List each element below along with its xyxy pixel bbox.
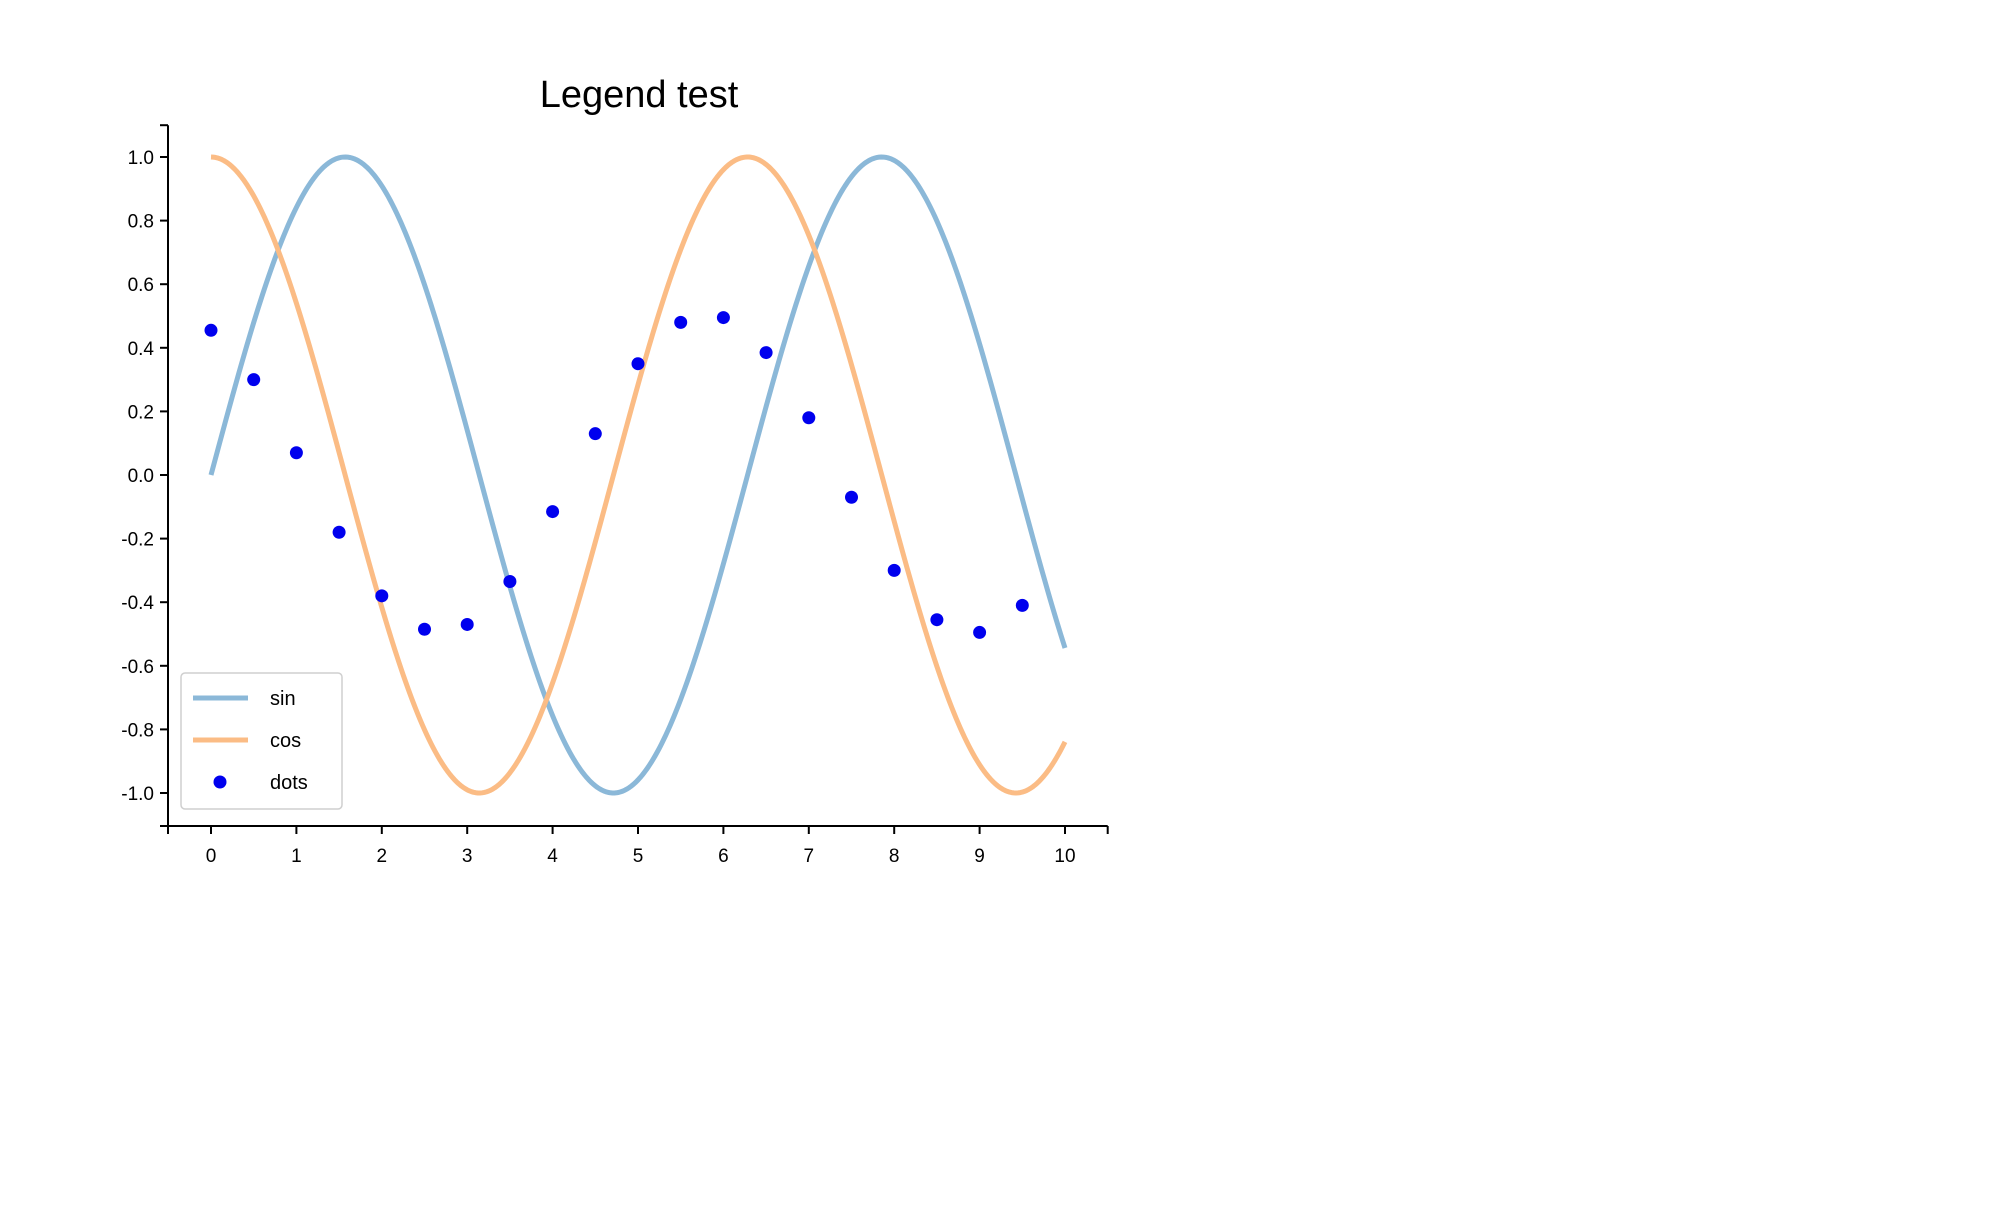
scatter-point xyxy=(546,505,560,519)
legend-label: sin xyxy=(270,688,296,710)
legend-swatch-dots xyxy=(213,775,227,789)
x-tick-label: 7 xyxy=(804,846,815,867)
x-tick-label: 3 xyxy=(462,846,473,867)
legend-label: dots xyxy=(270,772,308,794)
x-tick-label: 2 xyxy=(377,846,388,867)
legend-label: cos xyxy=(270,730,301,752)
x-tick-label: 5 xyxy=(633,846,644,867)
plot-area xyxy=(204,154,1068,796)
axes: -1.0 -0.8 -0.6 -0.4 -0.2 0.0 0.2 0.4 0.6 0.8 1.0 0 1… xyxy=(121,124,1109,867)
scatter-point xyxy=(418,622,431,636)
y-tick-label: 0.4 xyxy=(128,339,155,360)
series-line-sin xyxy=(208,154,1068,796)
x-tick-label: 0 xyxy=(206,846,217,867)
scatter-point xyxy=(716,311,730,325)
scatter-point xyxy=(289,446,303,460)
x-tick-label: 1 xyxy=(291,846,302,867)
x-tick-label: 6 xyxy=(718,846,729,867)
scatter-point xyxy=(845,490,858,504)
y-tick-label: 0.6 xyxy=(128,275,154,296)
legend-item-cos: cos xyxy=(193,730,301,752)
y-tick-label: 1.0 xyxy=(128,148,154,169)
scatter-point xyxy=(1015,598,1029,612)
x-tick-label: 9 xyxy=(974,846,985,867)
scatter-point xyxy=(588,427,602,441)
y-tick-label: 0.8 xyxy=(128,212,154,233)
y-tick-label: 0.0 xyxy=(128,466,154,487)
y-tick-label: -0.8 xyxy=(121,720,154,741)
legend-box xyxy=(180,672,343,810)
x-tick-label: 10 xyxy=(1054,846,1075,867)
scatter-point xyxy=(247,373,261,387)
x-tick-label: 8 xyxy=(889,846,900,867)
scatter-point xyxy=(332,525,346,539)
y-tick-label: 0.2 xyxy=(128,402,154,423)
y-tick-label: -0.2 xyxy=(121,530,154,551)
scatter-point xyxy=(759,346,773,360)
scatter-point xyxy=(802,411,816,425)
legend: sin cos dots xyxy=(180,672,343,810)
y-tick-label: -1.0 xyxy=(121,784,154,805)
y-tick-label: -0.4 xyxy=(121,593,154,614)
scatter-point xyxy=(887,563,901,577)
scatter-point xyxy=(460,617,474,631)
scatter-point xyxy=(204,323,218,337)
legend-item-sin: sin xyxy=(193,688,296,710)
legend-item-dots: dots xyxy=(213,772,308,794)
scatter-point xyxy=(973,625,987,639)
x-tick-label: 4 xyxy=(547,846,558,867)
scatter-point xyxy=(503,575,517,589)
chart-title: Legend test xyxy=(540,74,739,116)
scatter-point xyxy=(375,589,389,603)
y-tick-label: -0.6 xyxy=(121,657,154,678)
scatter-point xyxy=(674,315,688,329)
scatter-point xyxy=(930,613,944,627)
scatter-point xyxy=(631,357,645,371)
series-line-cos xyxy=(210,154,1068,796)
